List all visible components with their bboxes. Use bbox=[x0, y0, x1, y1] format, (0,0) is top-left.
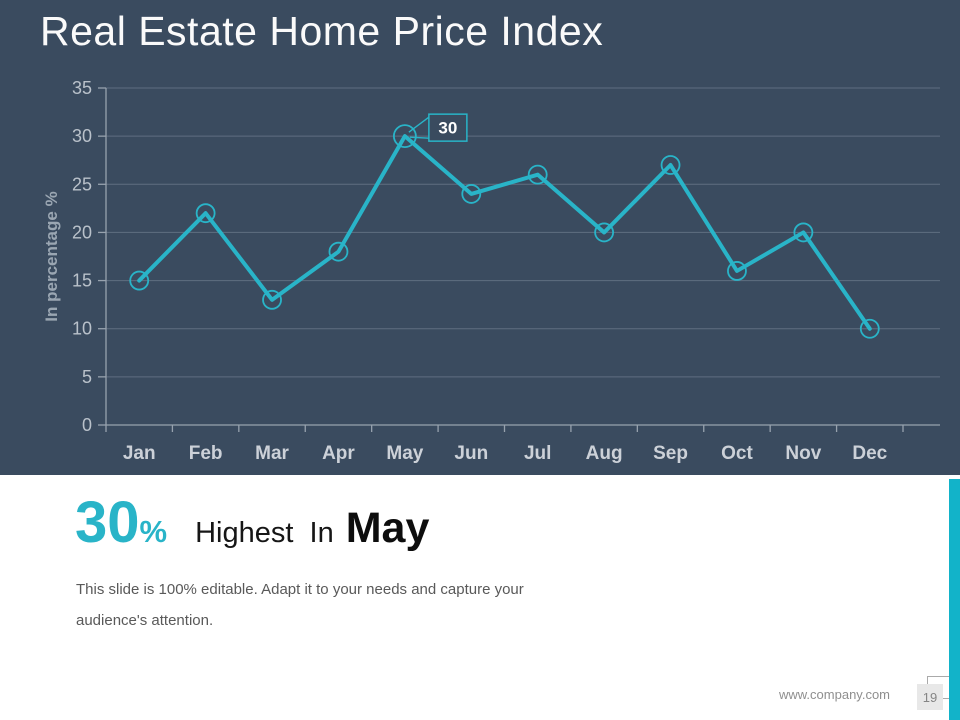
svg-text:Nov: Nov bbox=[785, 443, 821, 464]
svg-text:Jan: Jan bbox=[123, 443, 156, 464]
axes bbox=[98, 87, 940, 432]
svg-text:May: May bbox=[386, 443, 423, 464]
svg-text:15: 15 bbox=[72, 271, 92, 291]
svg-text:Aug: Aug bbox=[586, 443, 623, 464]
svg-text:Apr: Apr bbox=[322, 443, 355, 464]
data-point-aug bbox=[594, 222, 615, 243]
line-chart: 0 5 10 15 20 25 30 35 Jan Feb Mar Apr May Jun Jul Aug Se… bbox=[42, 78, 940, 464]
svg-text:Sep: Sep bbox=[653, 443, 688, 464]
data-point-sep bbox=[660, 155, 681, 175]
editable-note: This slide is 100% editable. Adapt it to… bbox=[76, 581, 524, 629]
data-point-feb bbox=[195, 203, 216, 224]
svg-text:Jul: Jul bbox=[524, 443, 551, 464]
data-points bbox=[129, 124, 880, 339]
data-point-may bbox=[392, 124, 417, 149]
data-point-mar bbox=[262, 289, 282, 310]
svg-text:Jun: Jun bbox=[454, 443, 488, 464]
svg-text:0: 0 bbox=[82, 415, 92, 435]
gridlines bbox=[106, 87, 940, 378]
data-point-nov bbox=[793, 222, 814, 243]
annotation-callout: 30 bbox=[408, 113, 468, 142]
data-point-oct bbox=[727, 261, 747, 281]
svg-text:35: 35 bbox=[72, 78, 92, 98]
y-axis-title: In percentage % bbox=[42, 191, 61, 321]
svg-text:25: 25 bbox=[72, 174, 92, 194]
data-point-apr bbox=[328, 241, 349, 262]
svg-text:Mar: Mar bbox=[255, 443, 289, 464]
svg-text:30: 30 bbox=[438, 119, 457, 138]
page-number-badge: 19 bbox=[917, 676, 950, 710]
data-point-jan bbox=[129, 270, 150, 291]
x-axis-labels: Jan Feb Mar Apr May Jun Jul Aug Sep Oct Nov Dec bbox=[123, 443, 888, 464]
svg-text:Oct: Oct bbox=[721, 443, 753, 464]
data-point-dec bbox=[859, 318, 880, 339]
chart-section: 0 5 10 15 20 25 30 35 Jan Feb Mar Apr May Jun Jul Aug Se… bbox=[0, 0, 960, 475]
svg-text:30: 30 bbox=[72, 126, 92, 146]
data-point-jun bbox=[461, 184, 482, 204]
highlight-month: May bbox=[345, 504, 430, 552]
accent-strip bbox=[949, 479, 960, 720]
svg-text:5: 5 bbox=[82, 367, 92, 387]
svg-text:10: 10 bbox=[72, 319, 92, 339]
highlight-value: 30 bbox=[75, 490, 140, 555]
page-title: Real Estate Home Price Index bbox=[40, 8, 604, 54]
highlight-unit: % bbox=[139, 514, 168, 549]
svg-text:Feb: Feb bbox=[189, 443, 223, 464]
y-axis-labels: 0 5 10 15 20 25 30 35 bbox=[72, 78, 92, 435]
series-line bbox=[137, 134, 872, 331]
footer-website: www.company.com bbox=[778, 687, 890, 702]
highlight-caption: Highest In bbox=[195, 517, 334, 549]
highlight-row: 30% Highest In May bbox=[75, 494, 429, 553]
data-point-jul bbox=[527, 164, 548, 185]
page-number: 19 bbox=[917, 684, 943, 710]
svg-text:20: 20 bbox=[72, 222, 92, 242]
svg-text:Dec: Dec bbox=[852, 443, 887, 464]
